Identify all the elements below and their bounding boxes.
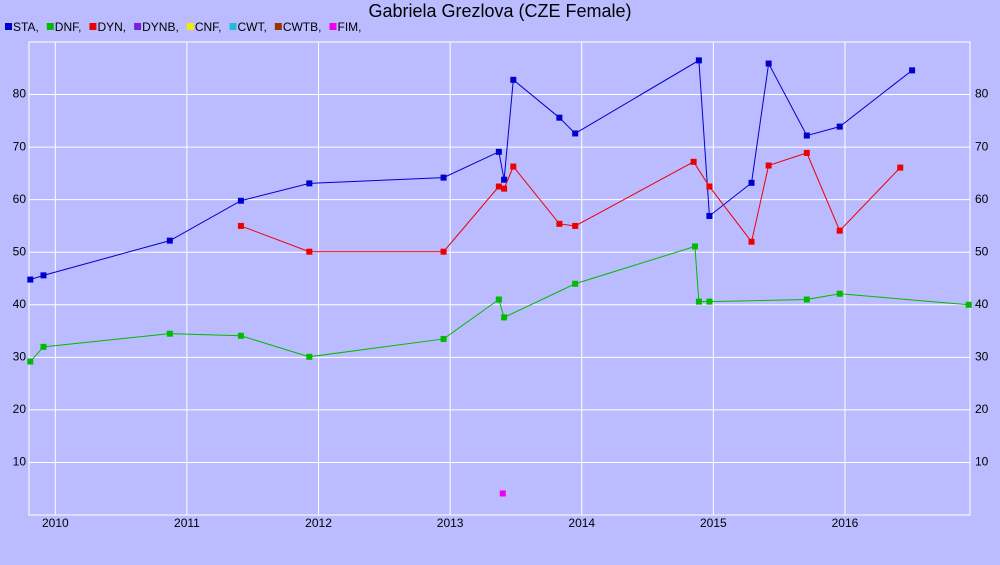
y-tick-label-right: 70	[975, 139, 989, 153]
y-tick-label-right: 30	[975, 350, 989, 364]
legend-label: CWT,	[237, 20, 266, 34]
x-tick-label: 2011	[174, 516, 200, 530]
point	[803, 149, 810, 156]
point	[836, 123, 843, 130]
y-tick-label: 60	[13, 192, 27, 206]
point	[836, 227, 843, 234]
x-tick-label: 2012	[305, 516, 332, 530]
y-tick-label: 40	[13, 297, 27, 311]
point	[40, 343, 47, 350]
x-tick-label: 2010	[42, 516, 69, 530]
legend-label: DYNB,	[142, 20, 179, 34]
legend-swatch	[134, 23, 142, 30]
point	[510, 163, 517, 170]
point	[572, 280, 579, 287]
point	[803, 296, 810, 303]
legend-swatch	[229, 23, 237, 30]
legend-swatch	[5, 23, 12, 30]
x-tick-label: 2015	[700, 516, 727, 530]
point	[27, 276, 34, 283]
y-tick-label: 30	[13, 350, 27, 364]
y-tick-label: 80	[13, 87, 27, 101]
point	[440, 174, 447, 181]
point	[748, 179, 755, 186]
point	[706, 212, 713, 219]
point	[306, 353, 313, 360]
point	[691, 243, 698, 250]
x-tick-label: 2014	[568, 516, 595, 530]
point	[499, 490, 506, 497]
point	[501, 185, 508, 192]
x-tick-label: 2016	[832, 516, 859, 530]
point	[748, 238, 755, 245]
point	[572, 130, 579, 137]
point	[572, 222, 579, 229]
point	[306, 180, 313, 187]
point	[706, 298, 713, 305]
series-line	[240, 152, 901, 253]
point	[27, 358, 34, 365]
point	[765, 60, 772, 67]
legend-swatch	[89, 23, 97, 30]
point	[706, 183, 713, 190]
y-tick-label-right: 40	[975, 297, 989, 311]
point	[510, 76, 517, 83]
point	[836, 290, 843, 297]
point	[501, 176, 508, 183]
point	[495, 148, 502, 155]
plot-frame	[28, 41, 971, 516]
chart-title: Gabriela Grezlova (CZE Female)	[368, 1, 631, 21]
legend-label: CWTB,	[283, 20, 322, 34]
point	[690, 158, 697, 165]
point	[237, 197, 244, 204]
point	[237, 332, 244, 339]
point	[965, 301, 972, 308]
point	[166, 237, 173, 244]
point	[440, 248, 447, 255]
point	[306, 248, 313, 255]
y-tick-label-right: 10	[975, 455, 989, 469]
point	[897, 164, 904, 171]
point	[556, 220, 563, 227]
series-line	[30, 59, 913, 281]
series-line	[29, 245, 969, 362]
y-tick-label-right: 50	[975, 244, 989, 258]
point	[556, 114, 563, 121]
point	[765, 162, 772, 169]
legend-swatch	[329, 23, 337, 30]
y-tick-label-right: 20	[975, 402, 989, 416]
legend-swatch	[274, 23, 282, 30]
y-tick-label-right: 80	[975, 87, 989, 101]
point	[495, 183, 502, 190]
point	[803, 132, 810, 139]
legend-label: STA,	[13, 20, 39, 34]
y-tick-label-right: 60	[975, 192, 989, 206]
point	[237, 222, 244, 229]
point	[909, 67, 916, 74]
legend-label: DYN,	[97, 20, 126, 34]
legend-label: DNF,	[55, 20, 82, 34]
point	[495, 296, 502, 303]
x-tick-label: 2013	[437, 516, 464, 530]
legend-label: FIM,	[337, 20, 361, 34]
y-tick-label: 70	[13, 139, 27, 153]
point	[501, 314, 508, 321]
point	[166, 330, 173, 337]
point	[695, 298, 702, 305]
point	[695, 57, 702, 64]
point	[440, 335, 447, 342]
legend-swatch	[46, 23, 54, 30]
y-tick-label: 50	[13, 244, 27, 258]
point	[40, 272, 47, 279]
legend-swatch	[186, 23, 194, 30]
y-tick-label: 10	[13, 455, 27, 469]
legend-label: CNF,	[195, 20, 222, 34]
y-tick-label: 20	[13, 402, 27, 416]
